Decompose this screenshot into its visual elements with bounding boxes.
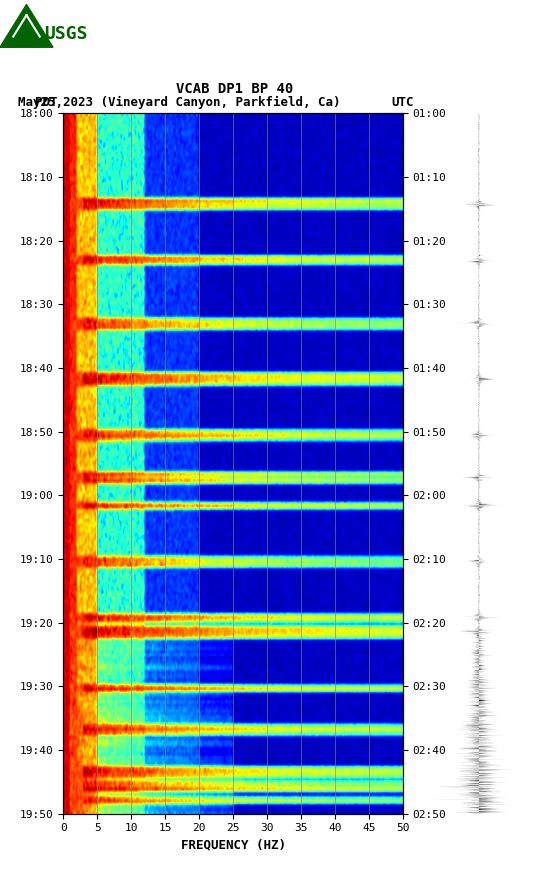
- Text: USGS: USGS: [44, 25, 88, 43]
- Text: VCAB DP1 BP 40: VCAB DP1 BP 40: [176, 82, 293, 96]
- Text: May25,2023 (Vineyard Canyon, Parkfield, Ca): May25,2023 (Vineyard Canyon, Parkfield, …: [18, 95, 341, 109]
- Text: UTC: UTC: [392, 95, 414, 109]
- Text: PDT: PDT: [35, 95, 57, 109]
- Polygon shape: [0, 4, 53, 47]
- X-axis label: FREQUENCY (HZ): FREQUENCY (HZ): [181, 838, 286, 852]
